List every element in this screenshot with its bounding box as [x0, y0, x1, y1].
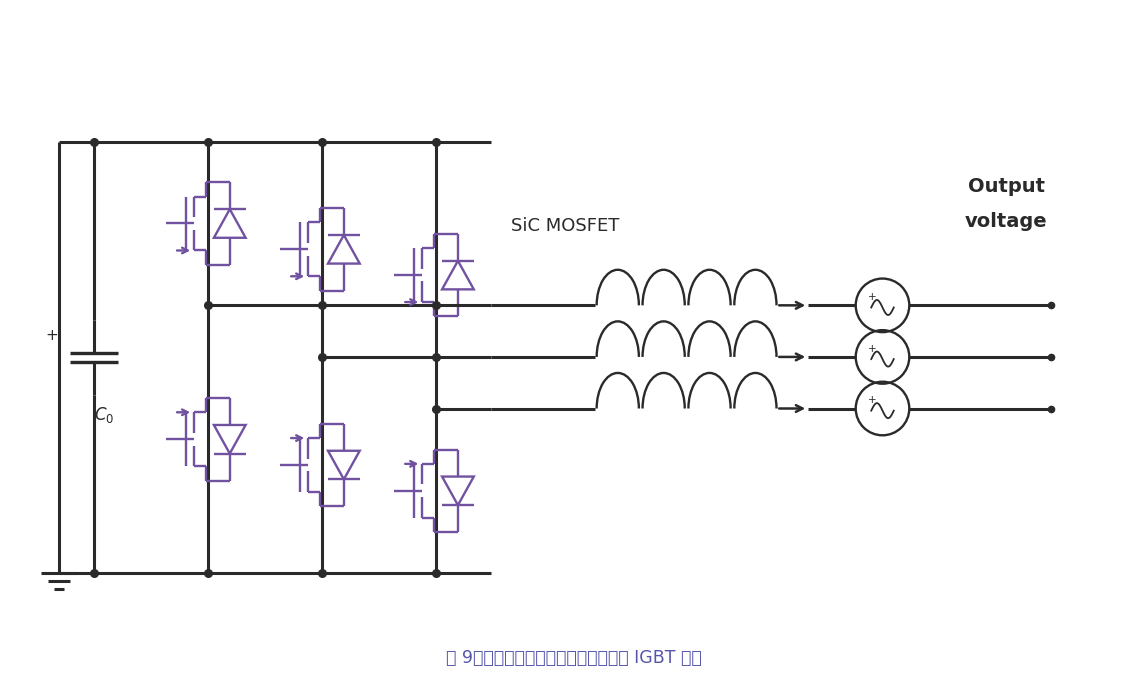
Text: SiC MOSFET: SiC MOSFET — [510, 217, 619, 235]
Text: +: + — [868, 293, 876, 302]
Text: Output: Output — [968, 177, 1045, 196]
Text: +: + — [868, 344, 876, 354]
Text: 图 9：在逆变器级中用碳化硅开关取代 IGBT 开关: 图 9：在逆变器级中用碳化硅开关取代 IGBT 开关 — [446, 648, 702, 667]
Text: $C_0$: $C_0$ — [94, 405, 114, 425]
Text: voltage: voltage — [965, 211, 1048, 231]
Text: +: + — [868, 395, 876, 405]
Text: +: + — [46, 328, 58, 343]
